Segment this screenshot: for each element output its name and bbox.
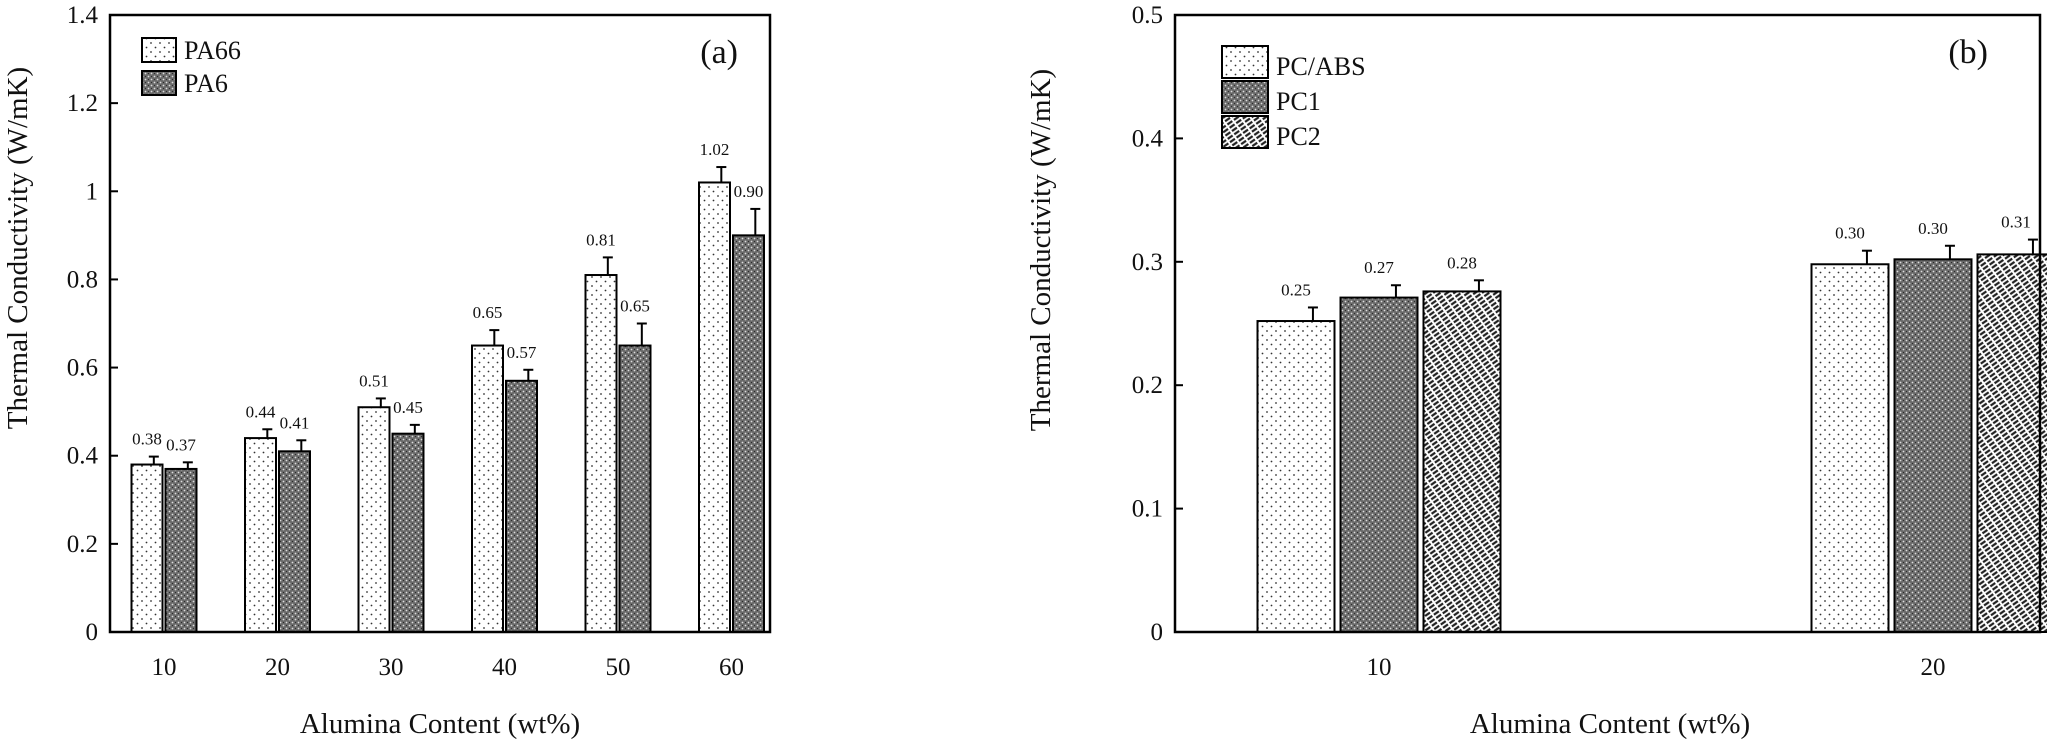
x-tick-label: 30 [379, 654, 404, 681]
chart-panel-b: Thermal Conductivity (W/mK) Alumina Cont… [1025, 2, 2047, 740]
data-label: 0.90 [734, 182, 764, 201]
y-tick-label: 0 [1151, 619, 1164, 646]
legend: PC/ABS PC1 PC2 [1221, 45, 1366, 151]
data-label: 0.45 [393, 398, 423, 417]
bar [584, 274, 618, 633]
data-label: 0.65 [473, 303, 503, 322]
data-label: 0.65 [620, 297, 650, 316]
chart-panel-a: Thermal Conductivity (W/mK) Alumina Cont… [2, 2, 772, 740]
plot-frame [1173, 13, 2042, 634]
y-tick-label: 0.5 [1132, 2, 1163, 29]
bar [244, 437, 277, 634]
y-tick-label: 0.2 [67, 531, 98, 558]
data-label: 0.25 [1281, 280, 1311, 299]
legend-swatch [141, 37, 177, 63]
data-label: 0.38 [132, 430, 162, 449]
bar [732, 234, 765, 633]
data-label: 0.57 [507, 343, 537, 362]
bar [1976, 253, 2047, 633]
bar [1810, 263, 1890, 633]
data-label: 0.41 [280, 413, 310, 432]
bar [471, 344, 504, 633]
x-tick-label: 40 [492, 654, 517, 681]
y-tick-label: 1.2 [67, 90, 98, 117]
legend-swatch [141, 70, 177, 96]
legend-label: PC/ABS [1276, 52, 1366, 81]
bar-group: 0.25 0.30 0.27 0.30 0.28 0.31 [1256, 213, 2047, 633]
legend-label: PA6 [184, 69, 228, 98]
y-tick-label: 0.8 [67, 266, 98, 293]
legend: PA66 PA6 [141, 36, 241, 98]
data-label: 0.81 [586, 230, 616, 249]
x-tick-label: 60 [719, 654, 744, 681]
legend-label: PC1 [1276, 87, 1321, 116]
y-axis-title: Thermal Conductivity (W/mK) [1025, 69, 1057, 431]
data-label: 0.28 [1447, 253, 1477, 272]
x-axis-ticks: 10 20 30 40 50 60 [152, 654, 745, 681]
legend-label: PC2 [1276, 122, 1321, 151]
y-tick-label: 1 [86, 178, 99, 205]
y-axis-title: Thermal Conductivity (W/mK) [2, 67, 34, 429]
y-tick-label: 0.6 [67, 355, 98, 382]
y-tick-label: 0.4 [67, 443, 99, 470]
x-tick-label: 20 [265, 654, 290, 681]
bar [1339, 296, 1419, 633]
data-label: 1.02 [700, 140, 730, 159]
x-tick-label: 50 [606, 654, 631, 681]
bar [391, 432, 425, 633]
bar [1256, 320, 1336, 633]
data-label: 0.51 [359, 371, 389, 390]
data-label: 0.27 [1364, 258, 1394, 277]
legend-label: PA66 [184, 36, 241, 65]
panel-label: (b) [1948, 34, 1988, 71]
y-tick-label: 0.3 [1132, 249, 1163, 276]
bar [1422, 290, 1502, 633]
bar [1893, 258, 1973, 633]
x-tick-label: 10 [1367, 654, 1392, 681]
panel-label: (a) [700, 34, 738, 71]
bar [698, 181, 731, 633]
bar [505, 379, 538, 633]
y-tick-label: 1.4 [67, 2, 99, 29]
x-tick-label: 10 [152, 654, 177, 681]
x-axis-title: Alumina Content (wt%) [1470, 708, 1750, 740]
bar [618, 344, 652, 633]
data-label: 0.31 [2001, 213, 2031, 232]
y-tick-label: 0.2 [1132, 372, 1163, 399]
y-tick-label: 0 [86, 619, 99, 646]
data-label: 0.44 [246, 402, 276, 421]
y-tick-label: 0.4 [1132, 125, 1164, 152]
x-tick-label: 20 [1921, 654, 1946, 681]
data-label: 0.37 [166, 435, 196, 454]
plot-frame [108, 13, 772, 634]
y-axis-ticks: 0 0.1 0.2 0.3 0.4 0.5 [1132, 2, 1183, 646]
bar [130, 463, 164, 633]
legend-swatch [1221, 80, 1269, 114]
data-label: 0.30 [1918, 219, 1948, 238]
bar-group: 0.38 0.44 0.51 0.65 0.81 1.02 0.37 0.41 0.45 0.57… [130, 140, 765, 634]
x-axis-ticks: 10 20 [1367, 654, 1946, 681]
legend-swatch [1221, 115, 1269, 149]
legend-swatch [1221, 45, 1269, 79]
y-axis-ticks: 0 0.2 0.4 0.6 0.8 1 1.2 1.4 [67, 2, 118, 646]
data-label: 0.30 [1835, 224, 1865, 243]
bar [164, 467, 198, 633]
y-tick-label: 0.1 [1132, 496, 1163, 523]
bar [357, 406, 391, 633]
x-axis-title: Alumina Content (wt%) [300, 708, 580, 740]
bar [278, 450, 311, 633]
